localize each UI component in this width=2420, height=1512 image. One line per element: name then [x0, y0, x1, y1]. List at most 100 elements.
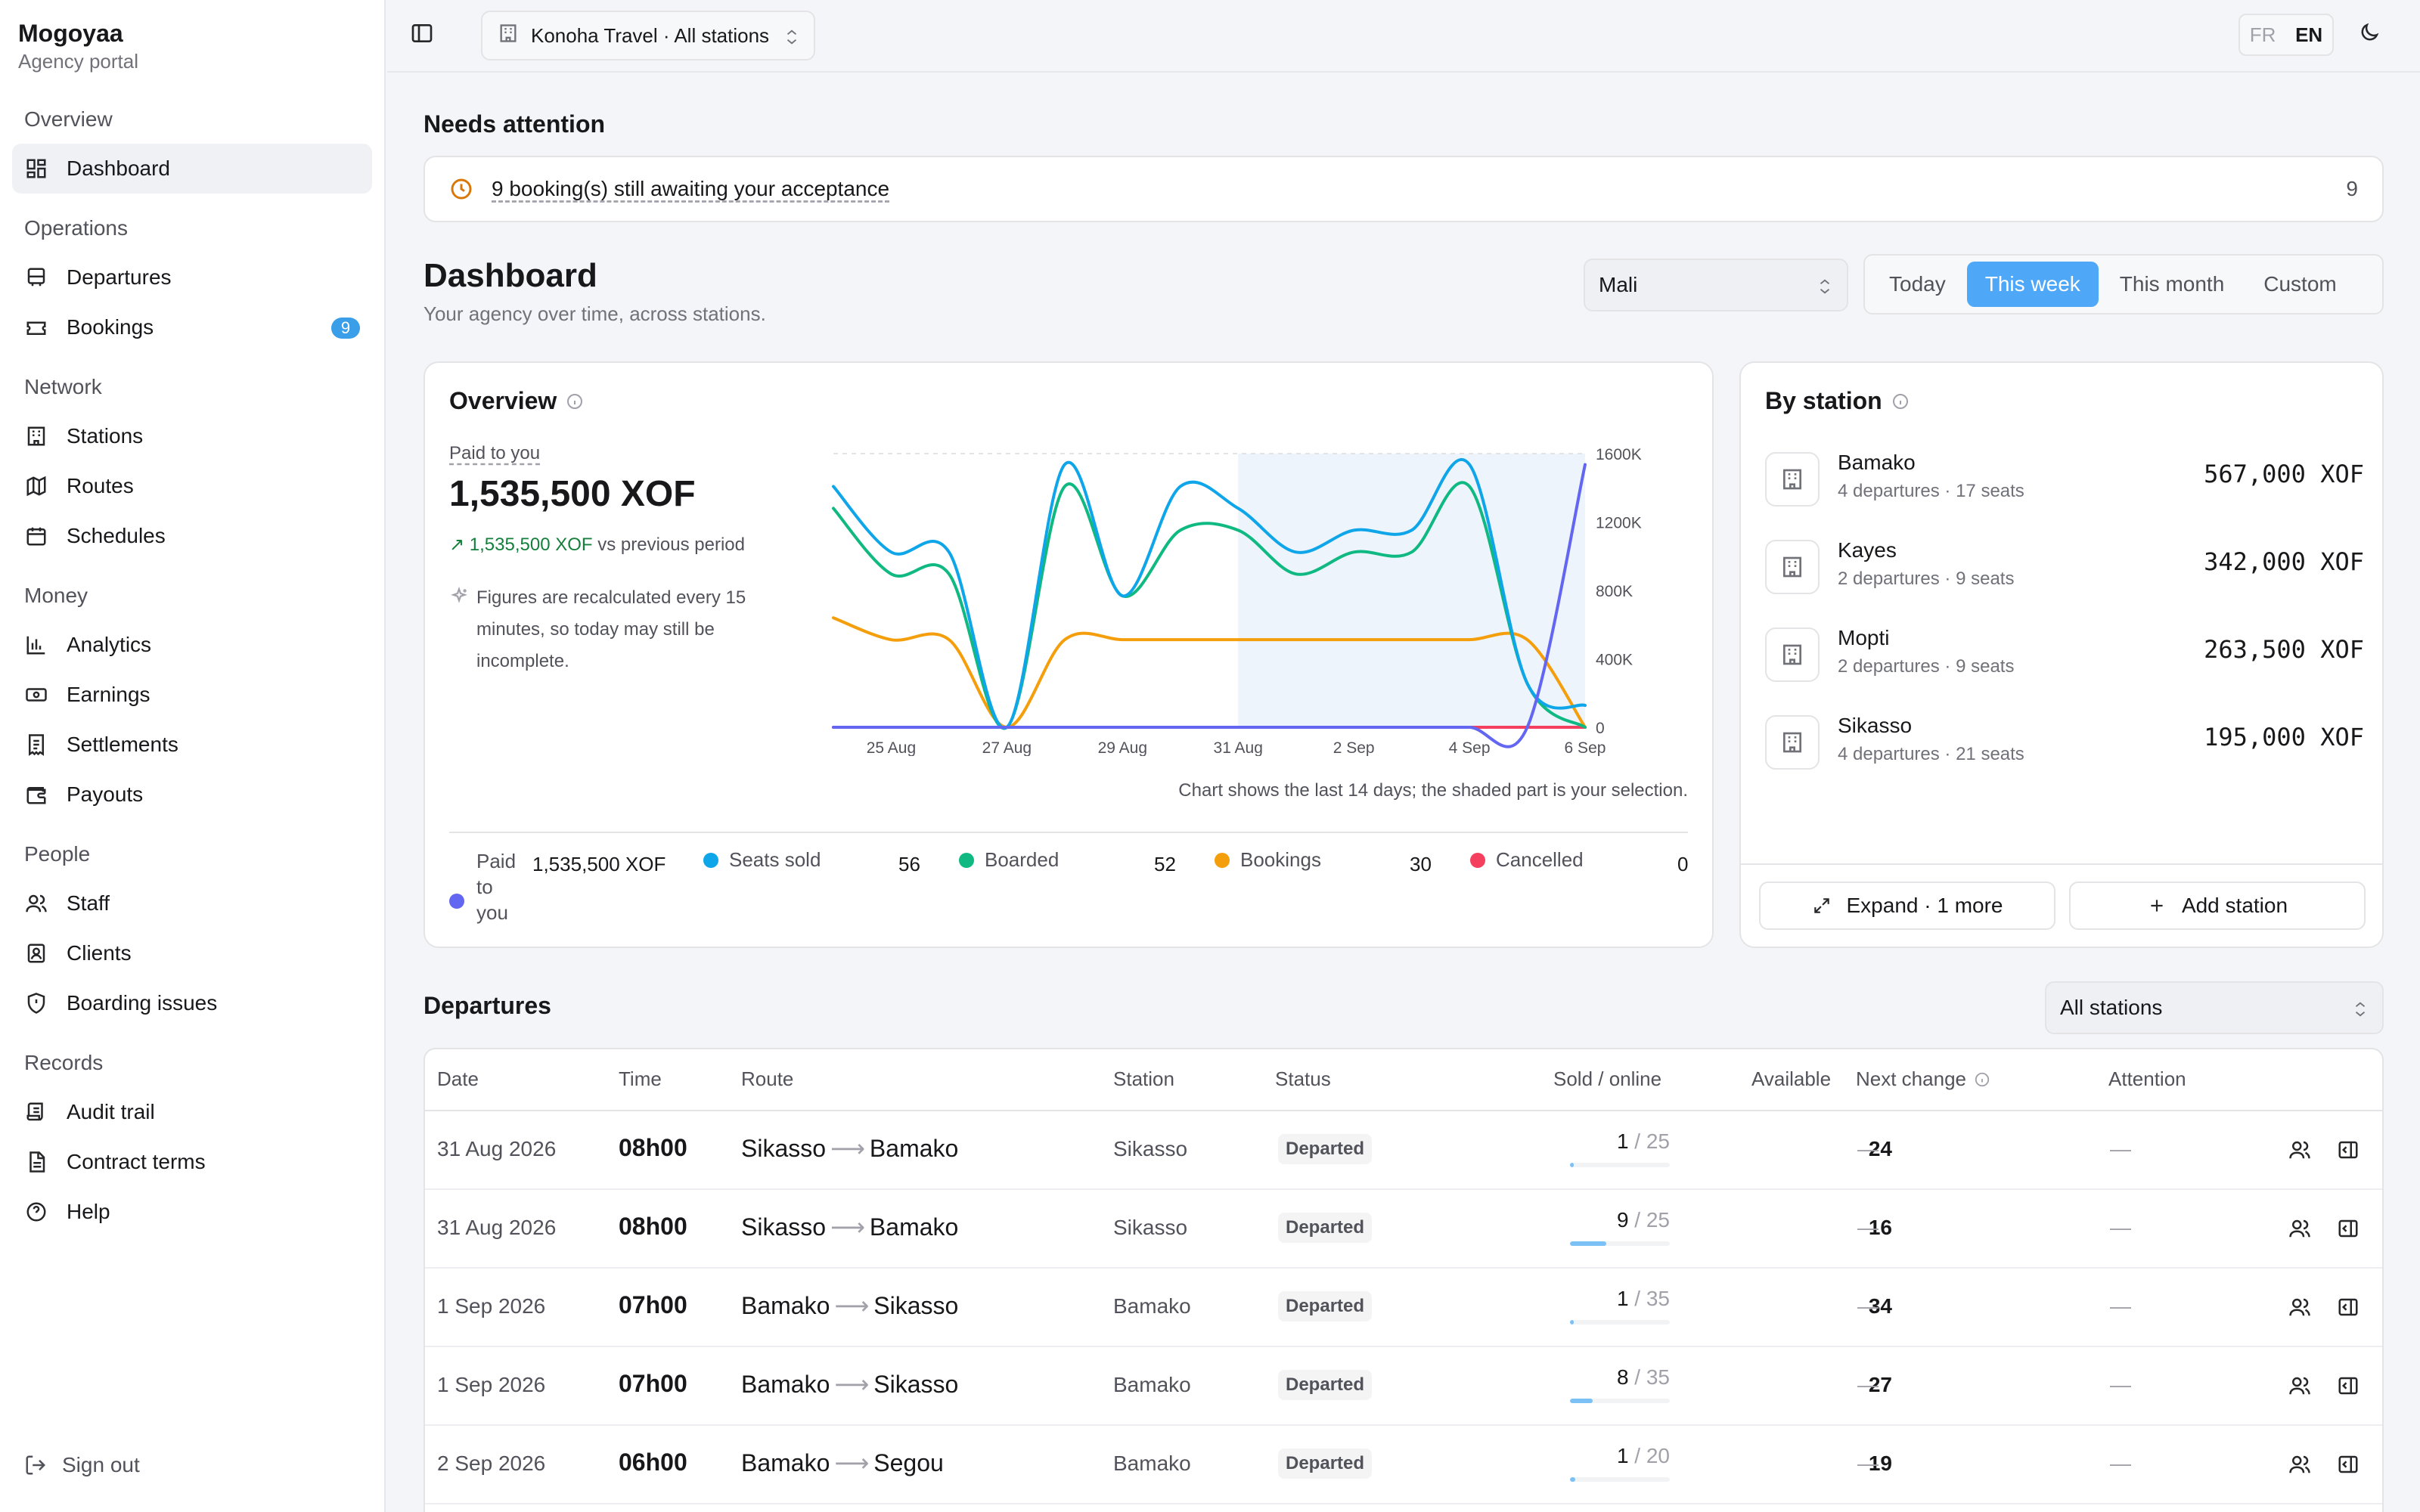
col-attention[interactable]: Attention: [2108, 1067, 2186, 1090]
organization-select[interactable]: Konoha Travel · All stations: [481, 11, 815, 60]
open-departure-button[interactable]: [2337, 1217, 2361, 1241]
station-row[interactable]: Bamako 4 departures · 17 seats 567,000 X…: [1765, 440, 2364, 516]
route-from: Bamako: [741, 1371, 830, 1398]
table-row[interactable]: 1 Sep 2026 07h00 Bamako ⟶ Sikasso Bamako D…: [425, 1347, 2382, 1426]
legend-dot-cancelled: [1470, 853, 1485, 868]
info-icon[interactable]: [1891, 392, 1910, 411]
sidebar-item-schedules[interactable]: Schedules: [12, 511, 372, 561]
table-row[interactable]: 2 Sep 2026 06h00 Bamako ⟶ Segou Bamako Dep…: [425, 1426, 2382, 1504]
expand-stations-button[interactable]: Expand · 1 more: [1759, 881, 2055, 930]
open-departure-button[interactable]: [2337, 1296, 2361, 1320]
legend-seats-value: 56: [898, 853, 920, 875]
cell-attention: —: [2110, 1294, 2131, 1318]
users-icon: [2289, 1377, 2310, 1395]
sign-out-label: Sign out: [62, 1453, 140, 1476]
legend-paid-value: 1,535,500 XOF: [532, 853, 666, 875]
x-tick-label: 27 Aug: [982, 739, 1032, 756]
bookings-count-badge: 9: [331, 318, 360, 339]
table-header-divider: [425, 1110, 2382, 1111]
col-sold[interactable]: Sold / online: [1553, 1067, 1662, 1090]
sidebar-toggle-button[interactable]: [410, 21, 440, 51]
sidebar-item-dashboard[interactable]: Dashboard: [12, 144, 372, 194]
country-select[interactable]: Mali: [1584, 259, 1848, 311]
sold-count: 1: [1616, 1287, 1629, 1310]
period-custom[interactable]: Custom: [2263, 272, 2337, 296]
cell-sold: 9 / 25: [1571, 1208, 1670, 1232]
calendar-icon: [24, 524, 48, 548]
attention-banner[interactable]: 9 booking(s) still awaiting your accepta…: [424, 156, 2384, 222]
legend-dot-seats: [703, 853, 718, 868]
sidebar-item-routes[interactable]: Routes: [12, 461, 372, 511]
sidebar-item-clients[interactable]: Clients: [12, 928, 372, 978]
pending-bookings-link[interactable]: 9 booking(s) still awaiting your accepta…: [492, 177, 890, 200]
lang-en-button[interactable]: EN: [2295, 23, 2323, 46]
sold-count: 9: [1616, 1208, 1629, 1232]
by-station-footer-divider: [1741, 863, 2382, 865]
col-route[interactable]: Route: [741, 1067, 794, 1090]
col-available[interactable]: Available: [1751, 1067, 1832, 1090]
period-this-month[interactable]: This month: [2119, 272, 2225, 296]
col-date[interactable]: Date: [437, 1067, 479, 1090]
users-icon: [24, 891, 48, 916]
sidebar-item-boarding-issues[interactable]: Boarding issues: [12, 978, 372, 1028]
passengers-button[interactable]: [2288, 1453, 2313, 1477]
open-departure-button[interactable]: [2337, 1139, 2361, 1163]
sidebar-item-bookings[interactable]: Bookings 9: [12, 302, 372, 352]
col-next-change[interactable]: Next change: [1856, 1067, 1990, 1091]
period-today[interactable]: Today: [1889, 272, 1946, 296]
station-row[interactable]: Mopti 2 departures · 9 seats 263,500 XOF: [1765, 615, 2364, 691]
sidebar-item-contract-terms[interactable]: Contract terms: [12, 1137, 372, 1187]
departures-table: Date Time Route Station Status Sold / on…: [424, 1048, 2384, 1512]
sold-progress-fill: [1570, 1477, 1575, 1482]
col-time[interactable]: Time: [619, 1067, 662, 1090]
legend-seats: Seats sold: [703, 848, 821, 872]
station-row[interactable]: Kayes 2 departures · 9 seats 342,000 XOF: [1765, 528, 2364, 603]
route-arrow-icon: ⟶: [830, 1135, 865, 1162]
panel-open-icon: [2338, 1298, 2358, 1316]
passengers-button[interactable]: [2288, 1374, 2313, 1399]
sidebar-item-staff[interactable]: Staff: [12, 878, 372, 928]
sidebar-item-audit-trail[interactable]: Audit trail: [12, 1087, 372, 1137]
info-icon[interactable]: [566, 392, 584, 411]
sidebar-item-earnings[interactable]: Earnings: [12, 670, 372, 720]
sign-out-button[interactable]: Sign out: [24, 1453, 140, 1477]
cell-next-change: —: [1857, 1216, 1879, 1239]
passengers-button[interactable]: [2288, 1296, 2313, 1320]
status-badge: Departed: [1278, 1448, 1373, 1479]
language-switch: FR EN: [2238, 14, 2334, 56]
cell-sold: 1 / 25: [1571, 1129, 1670, 1154]
sidebar: Mogoyaa Agency portal Overview Dashboard…: [0, 0, 386, 1512]
sidebar-item-label: Audit trail: [67, 1100, 155, 1123]
open-departure-button[interactable]: [2337, 1453, 2361, 1477]
table-row[interactable]: 31 Aug 2026 08h00 Sikasso ⟶ Bamako Sikasso…: [425, 1190, 2382, 1269]
col-status[interactable]: Status: [1275, 1067, 1331, 1090]
departures-station-filter[interactable]: All stations: [2045, 981, 2384, 1034]
theme-toggle-button[interactable]: [2358, 21, 2381, 48]
legend-boarded: Boarded: [959, 848, 1059, 872]
info-icon[interactable]: [1974, 1071, 1990, 1088]
open-departure-button[interactable]: [2337, 1374, 2361, 1399]
sold-progress-bar: [1570, 1477, 1670, 1482]
period-this-week[interactable]: This week: [1966, 262, 2099, 307]
sparkles-icon: [451, 587, 467, 603]
sidebar-item-departures[interactable]: Departures: [12, 253, 372, 302]
x-tick-label: 25 Aug: [867, 739, 916, 756]
moon-icon: [2361, 23, 2379, 41]
sold-total: / 25: [1634, 1129, 1670, 1153]
col-station[interactable]: Station: [1113, 1067, 1174, 1090]
passengers-button[interactable]: [2288, 1217, 2313, 1241]
cell-next-change: —: [1857, 1294, 1879, 1318]
sidebar-item-help[interactable]: Help: [12, 1187, 372, 1237]
sidebar-item-settlements[interactable]: Settlements: [12, 720, 372, 770]
lang-fr-button[interactable]: FR: [2249, 23, 2276, 46]
sidebar-item-stations[interactable]: Stations: [12, 411, 372, 461]
sidebar-item-analytics[interactable]: Analytics: [12, 620, 372, 670]
station-row[interactable]: Sikasso 4 departures · 21 seats 195,000 …: [1765, 703, 2364, 779]
table-row[interactable]: 1 Sep 2026 07h00 Bamako ⟶ Sikasso Bamako D…: [425, 1269, 2382, 1347]
table-row[interactable]: 31 Aug 2026 08h00 Sikasso ⟶ Bamako Sikasso…: [425, 1111, 2382, 1190]
add-station-button[interactable]: Add station: [2069, 881, 2366, 930]
passengers-button[interactable]: [2288, 1139, 2313, 1163]
sidebar-item-payouts[interactable]: Payouts: [12, 770, 372, 820]
chevron-up-down-icon: [783, 27, 800, 52]
topbar: Konoha Travel · All stations FR EN: [387, 0, 2420, 73]
